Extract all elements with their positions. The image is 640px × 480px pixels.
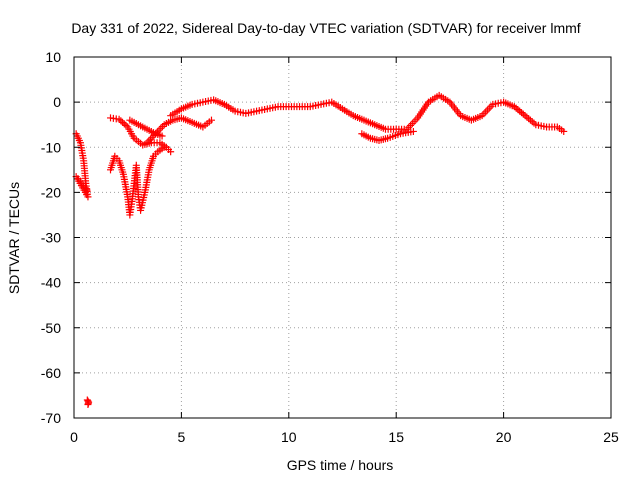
series-lower-loop bbox=[358, 127, 417, 144]
data-point bbox=[167, 148, 175, 156]
data-point bbox=[157, 124, 165, 132]
y-axis-label: SDTVAR / TECUs bbox=[6, 182, 22, 294]
data-point bbox=[409, 127, 417, 135]
series-outliers bbox=[83, 396, 93, 408]
series-branch-c bbox=[143, 114, 215, 147]
series-main-arc bbox=[167, 91, 568, 135]
data-point bbox=[146, 135, 154, 143]
y-tick-label: 0 bbox=[53, 94, 61, 110]
x-tick-label: 20 bbox=[496, 429, 512, 445]
x-tick-label: 0 bbox=[70, 429, 78, 445]
data-point bbox=[119, 118, 127, 126]
data-point bbox=[560, 127, 568, 135]
grid bbox=[74, 57, 611, 418]
data-point bbox=[120, 120, 128, 128]
y-tick-label: -20 bbox=[41, 184, 61, 200]
x-tick-label: 15 bbox=[388, 429, 404, 445]
data-point bbox=[83, 186, 91, 194]
y-tick-label: -30 bbox=[41, 230, 61, 246]
x-tick-label: 5 bbox=[178, 429, 186, 445]
series-early-track bbox=[72, 130, 92, 201]
series-dip-tracks bbox=[107, 143, 168, 219]
x-tick-label: 25 bbox=[603, 429, 619, 445]
y-tick-label: -40 bbox=[41, 275, 61, 291]
chart-title: Day 331 of 2022, Sidereal Day-to-day VTE… bbox=[71, 20, 580, 36]
y-tick-label: -50 bbox=[41, 320, 61, 336]
data-point bbox=[84, 400, 92, 408]
y-tick-label: -60 bbox=[41, 365, 61, 381]
y-tick-label: -10 bbox=[41, 139, 61, 155]
axis-ticks: 0 5 10 15 20 25 10 0 -10 -20 -30 -40 -50 -60 -70 bbox=[41, 49, 619, 445]
data-point bbox=[160, 143, 168, 151]
data-point bbox=[117, 117, 125, 125]
series-branch-b bbox=[126, 116, 166, 140]
x-axis-label: GPS time / hours bbox=[287, 457, 394, 473]
data-point bbox=[115, 115, 123, 123]
y-tick-label: -70 bbox=[41, 410, 61, 426]
data-points bbox=[72, 91, 568, 408]
data-point bbox=[122, 121, 130, 129]
x-tick-label: 10 bbox=[281, 429, 297, 445]
data-point bbox=[207, 116, 215, 124]
plot-frame bbox=[73, 56, 612, 419]
y-tick-label: 10 bbox=[45, 49, 61, 65]
data-point bbox=[158, 132, 166, 140]
